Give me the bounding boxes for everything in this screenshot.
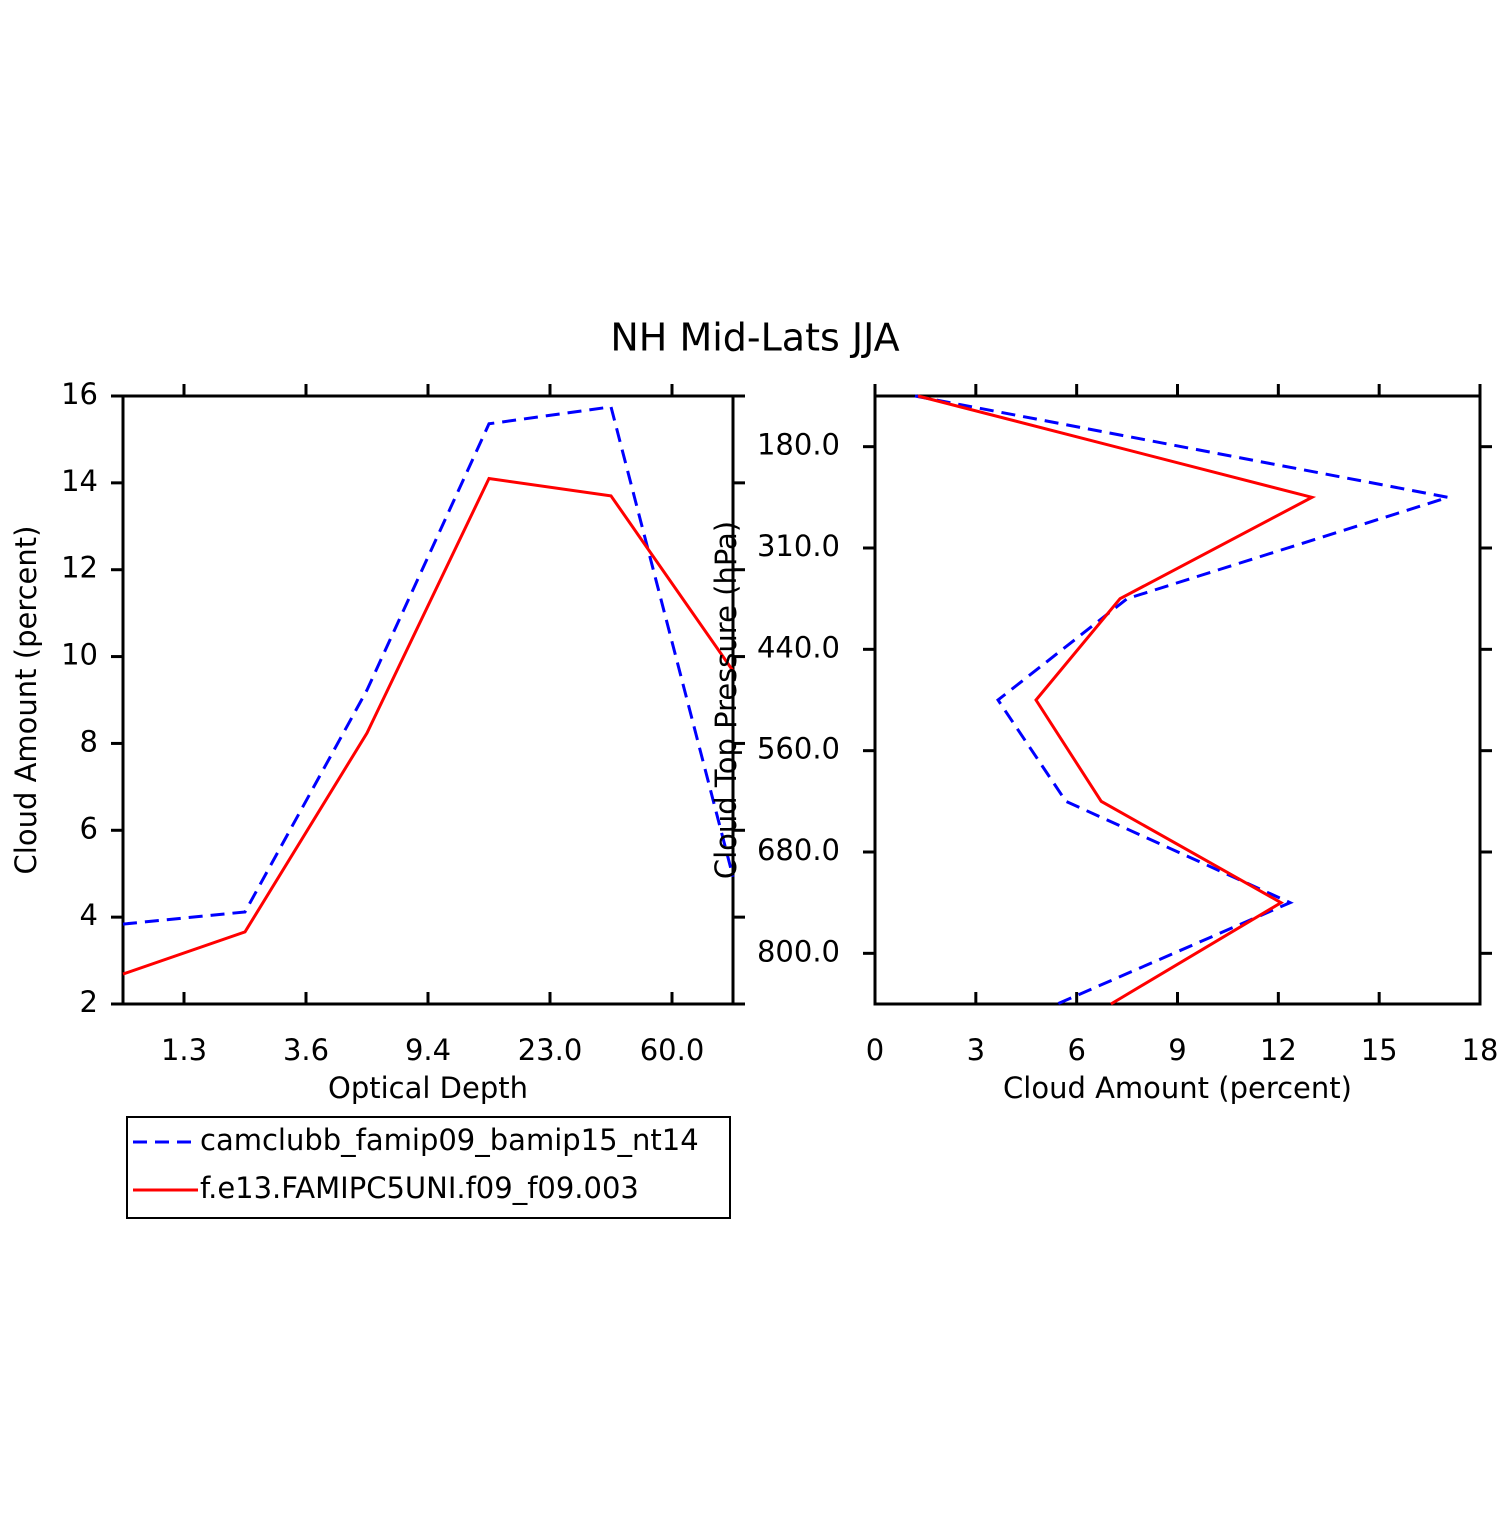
- y-tick-label: 440.0: [757, 630, 840, 664]
- legend-label: f.e13.FAMIPC5UNI.f09_f09.003: [200, 1171, 639, 1205]
- x-tick-label: 9.4: [405, 1033, 451, 1067]
- y-tick-label: 6: [80, 811, 98, 845]
- x-tick-label: 1.3: [161, 1033, 207, 1067]
- y-tick-label: 2: [80, 985, 98, 1019]
- y-tick-label: 680.0: [757, 833, 840, 867]
- x-tick-label: 23.0: [518, 1033, 583, 1067]
- series-line: [917, 394, 1317, 1006]
- y-tick-label: 310.0: [757, 529, 840, 563]
- legend-box: [126, 1116, 731, 1219]
- y-axis-title: Cloud Amount (percent): [9, 526, 43, 875]
- y-tick-label: 800.0: [757, 934, 840, 968]
- y-axis-title: Cloud Top Pressure (hPa): [709, 521, 743, 879]
- y-tick-label: 560.0: [757, 732, 840, 766]
- x-tick-label: 6: [1067, 1033, 1085, 1067]
- x-tick-label: 12: [1260, 1033, 1297, 1067]
- y-tick-label: 14: [61, 464, 98, 498]
- y-tick-label: 180.0: [757, 428, 840, 462]
- x-tick-label: 15: [1361, 1033, 1398, 1067]
- series-line: [914, 394, 1449, 1006]
- x-tick-label: 3.6: [283, 1033, 329, 1067]
- x-tick-label: 3: [967, 1033, 985, 1067]
- chart-title: NH Mid-Lats JJA: [610, 316, 899, 360]
- x-tick-label: 18: [1462, 1033, 1499, 1067]
- y-tick-label: 8: [80, 724, 98, 758]
- x-tick-label: 60.0: [640, 1033, 705, 1067]
- y-tick-label: 4: [80, 898, 98, 932]
- legend-label: camclubb_famip09_bamip15_nt14: [200, 1123, 699, 1157]
- y-tick-label: 10: [61, 638, 98, 672]
- x-tick-label: 0: [866, 1033, 884, 1067]
- x-axis-title: Cloud Amount (percent): [1003, 1071, 1352, 1105]
- x-axis-title: Optical Depth: [328, 1071, 528, 1105]
- y-tick-label: 16: [61, 377, 98, 411]
- y-tick-label: 12: [61, 551, 98, 585]
- x-tick-label: 9: [1168, 1033, 1186, 1067]
- series-line: [122, 476, 735, 976]
